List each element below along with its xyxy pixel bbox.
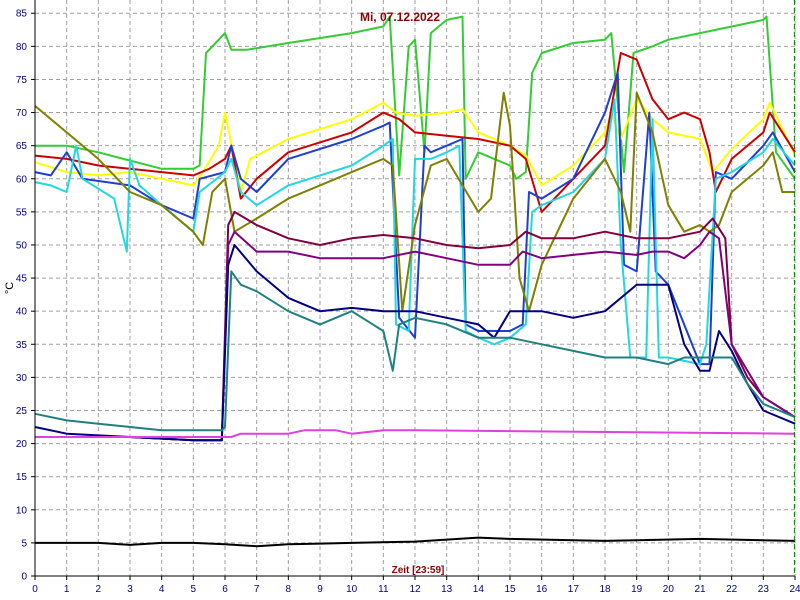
x-tick-label: 23 <box>758 584 770 595</box>
y-tick-label: 75 <box>16 75 28 86</box>
x-tick-label: 19 <box>631 584 643 595</box>
x-tick-label: 0 <box>32 584 38 595</box>
x-tick-label: 3 <box>127 584 133 595</box>
x-tick-label: 15 <box>504 584 516 595</box>
x-tick-label: 4 <box>159 584 165 595</box>
y-tick-label: 35 <box>16 340 28 351</box>
y-tick-label: 60 <box>16 174 28 185</box>
y-tick-label: 30 <box>16 373 28 384</box>
series-line-5 <box>34 91 795 313</box>
series-line-9 <box>34 270 796 432</box>
y-tick-label: 65 <box>16 141 28 152</box>
x-axis-label: Zeit [23:59] <box>392 565 445 576</box>
y-tick-label: 55 <box>16 207 28 218</box>
chart-grid <box>34 0 796 577</box>
series-line-11 <box>35 536 796 548</box>
chart-series <box>34 15 796 548</box>
y-tick-label: 45 <box>16 274 28 285</box>
x-tick-label: 17 <box>568 584 580 595</box>
x-tick-label: 22 <box>726 584 738 595</box>
series-line-2 <box>34 52 796 213</box>
y-tick-label: 15 <box>16 472 28 483</box>
y-tick-label: 20 <box>16 439 28 450</box>
y-tick-label: 0 <box>21 572 27 583</box>
x-tick-label: 2 <box>96 584 102 595</box>
y-tick-label: 25 <box>16 406 28 417</box>
y-tick-label: 10 <box>16 505 28 516</box>
y-tick-label: 80 <box>16 42 28 53</box>
x-tick-label: 13 <box>441 584 453 595</box>
x-tick-label: 16 <box>536 584 548 595</box>
x-tick-label: 21 <box>694 584 706 595</box>
x-tick-label: 6 <box>222 584 228 595</box>
y-tick-label: 40 <box>16 307 28 318</box>
x-tick-label: 24 <box>789 584 800 595</box>
series-line-0 <box>35 15 796 180</box>
y-axis-label: °C <box>4 282 16 294</box>
series-line-7 <box>35 230 796 442</box>
x-tick-label: 12 <box>409 584 421 595</box>
x-tick-label: 18 <box>599 584 611 595</box>
x-tick-label: 7 <box>254 584 260 595</box>
y-tick-label: 5 <box>21 538 27 549</box>
series-line-10 <box>35 429 796 438</box>
y-tick-label: 85 <box>16 9 28 20</box>
y-tick-label: 70 <box>16 108 28 119</box>
x-tick-label: 5 <box>191 584 197 595</box>
x-tick-label: 20 <box>663 584 675 595</box>
x-tick-label: 1 <box>64 584 70 595</box>
x-tick-label: 9 <box>317 584 323 595</box>
chart-ticks: 0 1 2 3 4 5 6 7 8 9 10 11 12 13 14 15 16 17 18 19 20 21 22 23 24… <box>16 9 800 595</box>
x-tick-label: 10 <box>346 584 358 595</box>
series-line-4 <box>34 98 796 366</box>
x-tick-label: 8 <box>286 584 292 595</box>
x-tick-label: 14 <box>473 584 485 595</box>
chart-title: Mi, 07.12.2022 <box>360 10 440 24</box>
series-line-1 <box>34 98 796 193</box>
y-tick-label: 50 <box>16 240 28 251</box>
x-tick-label: 11 <box>378 584 389 595</box>
series-line-8 <box>34 244 796 442</box>
